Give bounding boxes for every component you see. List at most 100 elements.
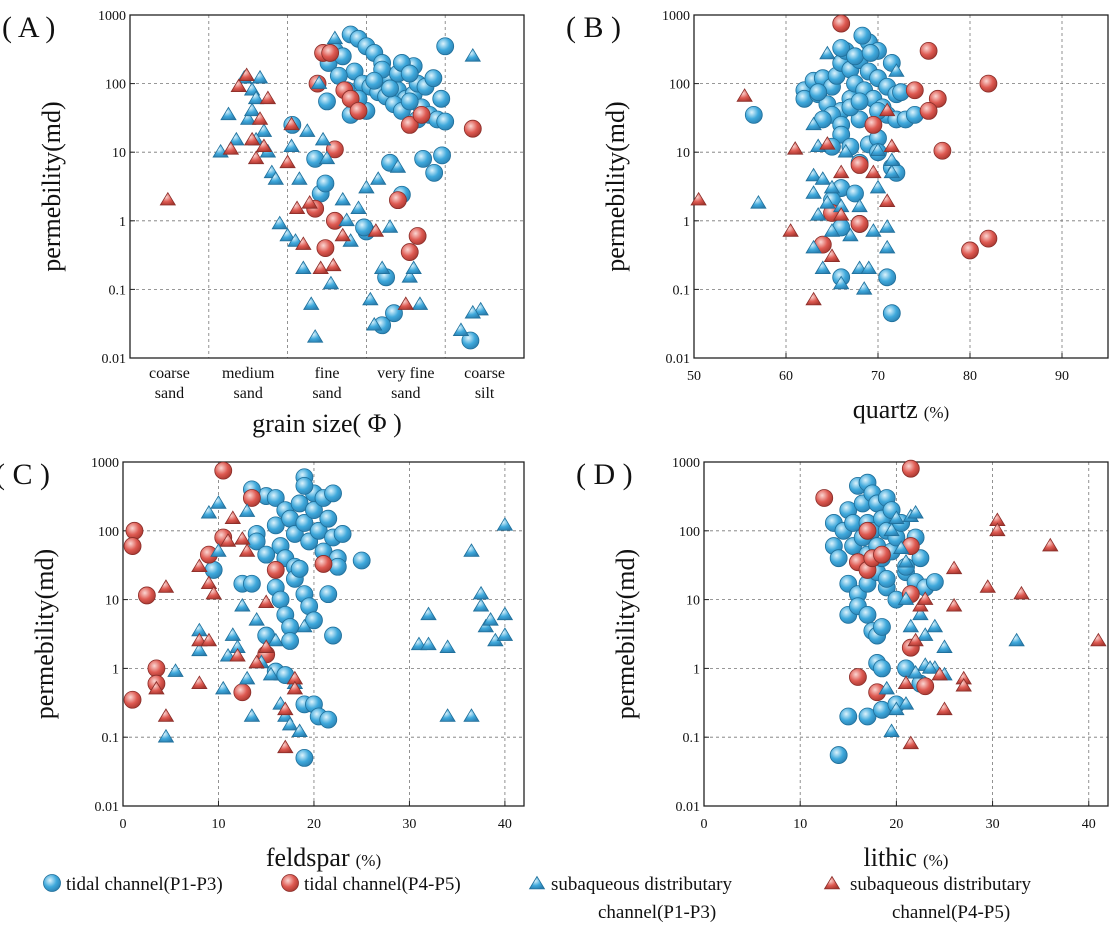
data-point bbox=[917, 591, 934, 605]
data-point bbox=[239, 111, 257, 125]
x-tick-label: 10 bbox=[211, 817, 225, 832]
data-point bbox=[864, 116, 883, 134]
data-point bbox=[324, 484, 342, 503]
data-point bbox=[496, 606, 514, 621]
data-point bbox=[837, 143, 855, 158]
data-point bbox=[295, 514, 314, 532]
data-point bbox=[259, 90, 277, 105]
plot-frame bbox=[703, 461, 1109, 807]
y-tick-label: 0.01 bbox=[95, 800, 120, 815]
x-axis-title: feldspar (%) bbox=[266, 843, 381, 872]
data-point bbox=[306, 329, 324, 343]
x-category-label: sand bbox=[155, 385, 184, 402]
data-point bbox=[989, 522, 1006, 537]
data-point bbox=[326, 30, 344, 45]
data-point bbox=[858, 605, 877, 624]
data-point bbox=[425, 163, 444, 182]
data-point bbox=[878, 239, 896, 254]
data-point bbox=[439, 639, 456, 653]
data-point bbox=[123, 537, 142, 555]
data-point bbox=[819, 45, 836, 60]
data-point bbox=[191, 558, 208, 573]
y-axis-title: permebility(md) bbox=[37, 101, 66, 271]
data-point bbox=[883, 522, 900, 537]
data-point bbox=[381, 219, 399, 233]
x-tick-label: 70 bbox=[871, 369, 885, 384]
data-point bbox=[401, 269, 418, 283]
data-point bbox=[291, 723, 308, 738]
data-point bbox=[832, 207, 850, 221]
data-point bbox=[860, 260, 878, 275]
data-point bbox=[897, 675, 915, 689]
data-point bbox=[878, 219, 896, 233]
data-point bbox=[238, 670, 256, 685]
data-point bbox=[191, 642, 208, 657]
legend-label-subaqueous-p4-line2: channel(P4-P5) bbox=[892, 902, 1010, 923]
data-point bbox=[878, 193, 896, 207]
data-point bbox=[295, 749, 314, 767]
data-point bbox=[215, 680, 232, 695]
data-point bbox=[750, 195, 767, 209]
data-point bbox=[883, 152, 901, 167]
data-point bbox=[412, 105, 431, 124]
data-point bbox=[907, 664, 924, 679]
data-point bbox=[267, 632, 284, 647]
data-point bbox=[782, 223, 799, 237]
panel-letter: ( D ) bbox=[576, 458, 633, 491]
series-1 bbox=[815, 459, 935, 702]
y-tick-label: 100 bbox=[105, 78, 126, 93]
data-point bbox=[220, 106, 237, 121]
y-tick-label: 0.01 bbox=[676, 800, 701, 815]
data-point bbox=[295, 476, 314, 495]
y-tick-label: 0.1 bbox=[102, 731, 120, 746]
data-point bbox=[312, 260, 329, 275]
data-point bbox=[865, 164, 882, 179]
data-point bbox=[919, 101, 938, 120]
data-point bbox=[277, 701, 294, 716]
data-point bbox=[823, 179, 841, 194]
data-point bbox=[248, 654, 265, 669]
panel-letter: ( C ) bbox=[0, 458, 50, 491]
data-point bbox=[897, 696, 915, 710]
data-point bbox=[234, 531, 251, 545]
data-point bbox=[350, 200, 367, 214]
data-point bbox=[926, 618, 944, 633]
data-point bbox=[496, 627, 514, 641]
data-point bbox=[334, 227, 351, 242]
x-category-label: sand bbox=[312, 385, 341, 402]
x-tick-label: 0 bbox=[701, 817, 708, 832]
legend-label-subaqueous-p1-line2: channel(P1-P3) bbox=[598, 902, 716, 923]
data-point bbox=[482, 612, 499, 626]
data-point bbox=[230, 78, 247, 93]
data-point bbox=[912, 597, 929, 612]
data-point bbox=[832, 125, 851, 144]
legend-label-tidal-p1: tidal channel(P1-P3) bbox=[66, 874, 223, 895]
data-point bbox=[204, 561, 223, 579]
data-point bbox=[815, 489, 834, 507]
data-point bbox=[814, 260, 832, 275]
data-point bbox=[869, 179, 887, 194]
data-point bbox=[147, 659, 166, 678]
y-tick-label: 0.01 bbox=[102, 352, 127, 367]
data-point bbox=[420, 606, 437, 621]
y-axis-title: permebility(md) bbox=[611, 549, 640, 719]
data-point bbox=[878, 680, 895, 695]
data-point bbox=[279, 227, 296, 242]
data-point bbox=[228, 131, 245, 146]
legend-label-tidal-p4: tidal channel(P4-P5) bbox=[304, 874, 461, 895]
data-point bbox=[736, 88, 753, 102]
data-point bbox=[283, 116, 300, 131]
data-point bbox=[295, 260, 312, 275]
data-point bbox=[917, 627, 934, 641]
data-point bbox=[888, 63, 905, 77]
series-1 bbox=[813, 14, 998, 260]
data-point bbox=[861, 44, 880, 62]
data-point bbox=[907, 504, 924, 519]
data-point bbox=[296, 618, 313, 633]
data-point bbox=[325, 257, 342, 272]
data-point bbox=[303, 296, 320, 310]
data-point bbox=[314, 555, 333, 573]
data-point bbox=[365, 71, 384, 90]
data-point bbox=[381, 79, 399, 98]
data-point bbox=[477, 618, 495, 633]
